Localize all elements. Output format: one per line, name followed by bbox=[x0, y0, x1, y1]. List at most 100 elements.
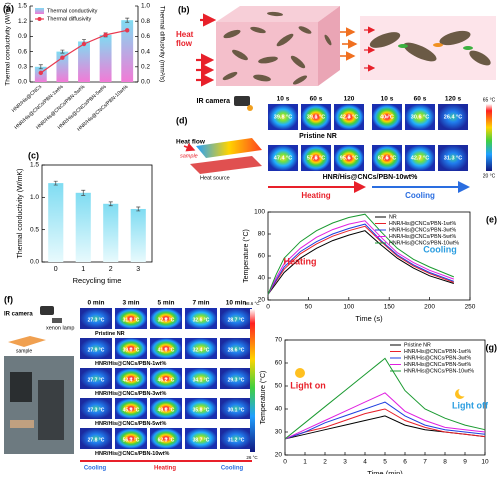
ir-image bbox=[80, 338, 112, 359]
line-series bbox=[284, 408, 486, 440]
x-tick-label: 5 bbox=[383, 459, 387, 466]
ir-image bbox=[301, 145, 331, 171]
x-tick-label: 4 bbox=[363, 459, 367, 466]
y-tick-label: 0.3 bbox=[18, 64, 27, 71]
y-tick-label: 0.6 bbox=[18, 48, 27, 55]
y-tick-label: 1.5 bbox=[30, 162, 39, 169]
panel-label: (e) bbox=[486, 214, 497, 224]
y-tick-label: 0.0 bbox=[18, 79, 27, 86]
y-tick-label: 70 bbox=[275, 337, 283, 344]
x-tick-label: 1 bbox=[81, 266, 85, 273]
camera-lens bbox=[247, 105, 253, 111]
x-tick-label: 200 bbox=[424, 304, 435, 311]
panel-label: (b) bbox=[178, 4, 190, 14]
time-label: 60 s bbox=[414, 96, 427, 103]
photo-camera bbox=[10, 372, 32, 402]
temperature-label: 40 °C bbox=[380, 114, 394, 120]
line-marker bbox=[103, 32, 108, 38]
legend-label: HNR/His@CNCs/PBN-5wt% bbox=[404, 362, 471, 368]
ir-image bbox=[80, 308, 112, 329]
x-tick-label: 100 bbox=[343, 304, 354, 311]
error-bar bbox=[136, 206, 141, 212]
legend-label: HNR/His@CNCs/PBN-10wt% bbox=[389, 240, 459, 246]
heat-flow-label: Heat flow bbox=[176, 139, 206, 146]
y2-axis-title: Thermal diffusivity (mm²/s) bbox=[158, 6, 165, 82]
time-label: 7 min bbox=[193, 300, 210, 307]
phase-label: Cooling bbox=[221, 466, 244, 472]
line-marker bbox=[38, 70, 43, 76]
lamp-label: xenon lamp bbox=[46, 325, 74, 331]
colorbar-max: 98.6 °C bbox=[244, 301, 260, 306]
zoom-flakes bbox=[369, 30, 491, 66]
bar bbox=[78, 41, 90, 82]
lamp-icon bbox=[52, 318, 62, 323]
temperature-label: 38.7 °C bbox=[193, 437, 210, 443]
bar bbox=[75, 192, 91, 262]
temperature-label: 27.3 °C bbox=[88, 407, 105, 413]
camera-label: IR camera bbox=[197, 98, 231, 105]
y-tick-label: 0.5 bbox=[30, 226, 39, 233]
error-bar bbox=[38, 64, 43, 70]
x-tick-label: 150 bbox=[384, 304, 395, 311]
x-tick-label: 0 bbox=[266, 304, 270, 311]
ir-image bbox=[185, 368, 217, 389]
phase-bar bbox=[80, 460, 252, 462]
ir-image bbox=[372, 104, 402, 130]
time-label: 0 min bbox=[88, 300, 105, 307]
temperature-label: 27.8 °C bbox=[88, 437, 105, 443]
temperature-label: 29.3 °C bbox=[228, 377, 245, 383]
temperature-label: 28.6 °C bbox=[228, 347, 245, 353]
legend-label: HNR/His@CNCs/PBN-10wt% bbox=[404, 368, 474, 374]
ir-image bbox=[268, 145, 298, 171]
y-tick-label: 60 bbox=[275, 360, 283, 367]
x-tick-label: 50 bbox=[305, 304, 313, 311]
line-series bbox=[267, 230, 454, 295]
error-bar bbox=[53, 180, 58, 186]
temperature-label: 30.1 °C bbox=[228, 407, 245, 413]
panel-f: (f) IR camera xenon lamp sample bbox=[4, 294, 74, 454]
moon-shadow bbox=[458, 387, 468, 397]
bar bbox=[48, 183, 64, 262]
ir-image bbox=[150, 338, 182, 359]
heat-arrows bbox=[183, 143, 196, 152]
temperature-label: 42.3 °C bbox=[340, 114, 358, 120]
y-tick-label: 40 bbox=[275, 406, 283, 413]
x-tick-label: 6 bbox=[403, 459, 407, 466]
heat-flow-text: Heat flow bbox=[176, 30, 194, 48]
line-series bbox=[267, 223, 455, 295]
heat-source-label: Heat source bbox=[200, 175, 230, 181]
legend-label: HNR/His@CNCs/PBN-1wt% bbox=[404, 349, 471, 355]
y-tick-label: 0.0 bbox=[30, 259, 39, 266]
photo-sample bbox=[10, 420, 34, 428]
y2-tick-label: 1.0 bbox=[141, 3, 150, 10]
y-tick-label: 50 bbox=[275, 383, 283, 390]
y-axis-title: Temperature (°C) bbox=[259, 371, 267, 425]
plot-frame bbox=[41, 164, 153, 263]
ir-image bbox=[372, 145, 402, 171]
row-label: HNR/His@CNCs/PBN-5wt% bbox=[95, 421, 166, 427]
bar bbox=[56, 51, 69, 82]
flakes bbox=[222, 11, 332, 85]
legend-label: HNR/His@CNCs/PBN-5wt% bbox=[389, 234, 456, 240]
ir-image bbox=[268, 104, 298, 130]
row-label: HNR/His@CNCs/PBN-1wt% bbox=[95, 361, 166, 367]
temperature-label: 39.0 °C bbox=[123, 347, 140, 353]
ir-image bbox=[220, 398, 252, 419]
y-tick-label: 40 bbox=[258, 275, 266, 282]
error-bar bbox=[81, 189, 86, 196]
y-tick-label: 0.9 bbox=[18, 33, 27, 40]
ir-image bbox=[150, 428, 182, 449]
temperature-label: 32.8 °C bbox=[158, 317, 175, 323]
time-label: 120 bbox=[344, 96, 355, 103]
ir-image bbox=[220, 428, 252, 449]
line-series bbox=[267, 213, 455, 295]
temperature-label: 39.1 °C bbox=[307, 114, 325, 120]
ir-image bbox=[80, 368, 112, 389]
sample-slab bbox=[196, 138, 262, 158]
legend-label: HNR/His@CNCs/PBN-3wt% bbox=[389, 227, 456, 233]
y-axis-title: Thermal conductivity (W/mK) bbox=[17, 169, 24, 259]
ir-image bbox=[220, 308, 252, 329]
x-tick-label: 1 bbox=[303, 459, 307, 466]
colorbar bbox=[250, 309, 255, 452]
x-tick-label: 8 bbox=[443, 459, 447, 466]
